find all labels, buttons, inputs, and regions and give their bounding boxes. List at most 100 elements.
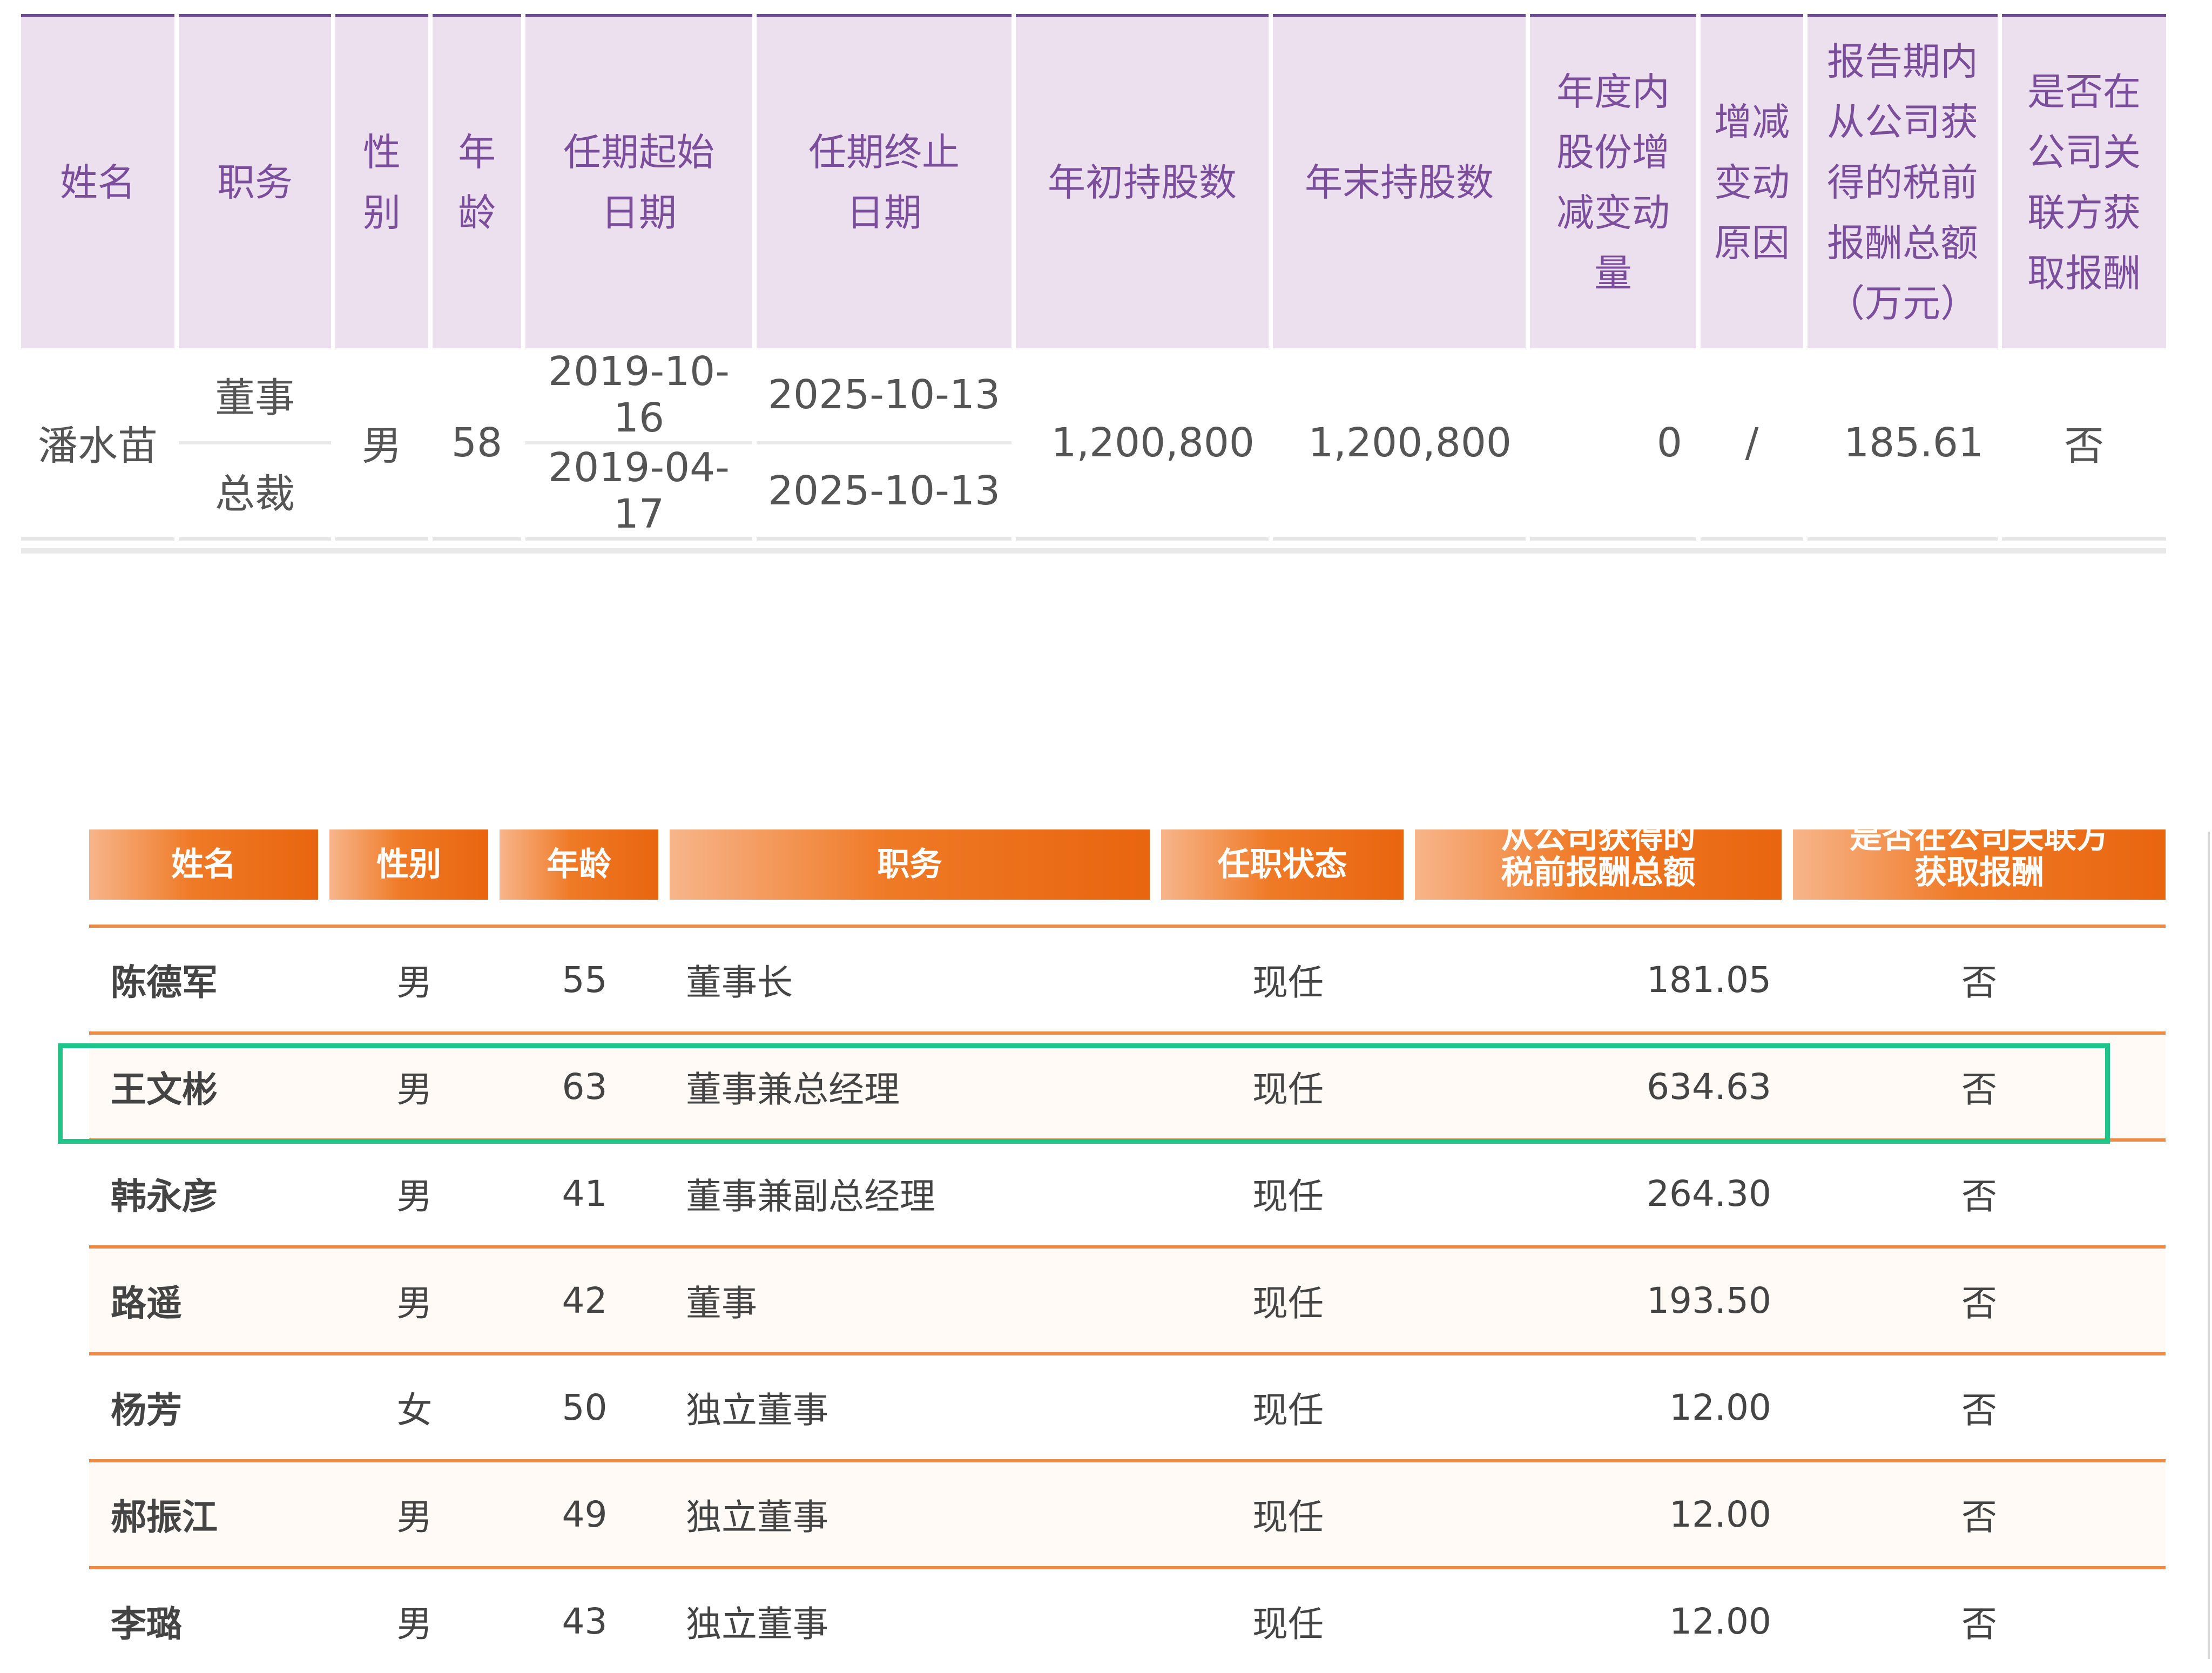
cell-name: 陈德军 xyxy=(89,925,329,1031)
table-row-cut xyxy=(21,538,2166,554)
page-edge-divider xyxy=(2208,832,2210,1659)
cell-age: 41 xyxy=(500,1138,670,1245)
header-gender: 性别 xyxy=(331,14,433,348)
cell-gender: 男 xyxy=(329,1138,500,1245)
cell-related-pay: 否 xyxy=(1793,1031,2166,1138)
cell-position: 董事 xyxy=(670,1245,1161,1352)
cell-name: 郝振江 xyxy=(89,1459,329,1566)
header-shares-end: 年末持股数 xyxy=(1269,14,1530,348)
cell-term-start: 2019-10-16 xyxy=(521,348,757,444)
header-related-line2: 获取报酬 xyxy=(1914,854,2044,892)
cell-position: 董事兼总经理 xyxy=(670,1031,1161,1138)
table-row: 潘水苗 董事 男 58 2019-10-16 2025-10-13 1,200,… xyxy=(21,348,2166,541)
cell-position: 总裁 xyxy=(177,442,335,541)
cell-status: 现任 xyxy=(1161,1138,1415,1245)
cell-related-pay: 否 xyxy=(1793,1245,2166,1352)
cell-pay: 12.00 xyxy=(1415,1566,1793,1673)
cell-age: 43 xyxy=(500,1566,670,1673)
cell-gender: 男 xyxy=(329,1245,500,1352)
table-row: 杨芳 女 50 独立董事 现任 12.00 否 xyxy=(89,1352,2166,1459)
cell-status: 现任 xyxy=(1161,925,1415,1031)
header-shares-begin: 年初持股数 xyxy=(1011,14,1273,348)
cell-gender: 男 xyxy=(329,1566,500,1673)
header-term-end: 任期终止 日期 xyxy=(752,14,1016,348)
cell-age: 63 xyxy=(500,1031,670,1138)
cell-change-reason: / xyxy=(1696,348,1808,541)
cell-pay: 264.30 xyxy=(1415,1138,1793,1245)
table-row: 李璐 男 43 独立董事 现任 12.00 否 xyxy=(89,1566,2166,1673)
cell-gender: 男 xyxy=(329,1031,500,1138)
cell-age: 58 xyxy=(428,348,525,541)
header-age: 年龄 xyxy=(500,829,670,900)
header-gender: 性别 xyxy=(329,829,500,900)
header-name: 姓名 xyxy=(89,829,329,900)
cell-position: 独立董事 xyxy=(670,1352,1161,1459)
cell-gender: 男 xyxy=(329,1459,500,1566)
table-row: 总裁 2019-04-17 2025-10-13 xyxy=(21,442,2166,541)
cell-gender: 女 xyxy=(329,1352,500,1459)
cell-share-change: 0 xyxy=(1526,348,1701,541)
cell-pay: 193.50 xyxy=(1415,1245,1793,1352)
cell-related-pay: 否 xyxy=(1793,925,2166,1031)
header-related-line1: 是否在公司关联方 xyxy=(1850,829,2109,856)
header-pay-line1: 从公司获得的 xyxy=(1501,829,1696,856)
cell-pay: 634.63 xyxy=(1415,1031,1793,1138)
cell-age: 55 xyxy=(500,925,670,1031)
cell-term-end: 2025-10-13 xyxy=(752,348,1016,444)
header-name: 姓名 xyxy=(21,14,179,348)
cell-pay: 185.61 xyxy=(1803,348,2002,541)
cell-shares-end: 1,200,800 xyxy=(1269,348,1530,541)
cell-pay: 12.00 xyxy=(1415,1459,1793,1566)
cell-status: 现任 xyxy=(1161,1031,1415,1138)
cell-name: 李璐 xyxy=(89,1566,329,1673)
header-position: 职务 xyxy=(670,829,1161,900)
header-pay-line2: 税前报酬总额 xyxy=(1501,854,1696,892)
cell-pay: 12.00 xyxy=(1415,1352,1793,1459)
header-change-reason: 增减 变动 原因 xyxy=(1696,14,1808,348)
cell-related-pay: 否 xyxy=(1793,1352,2166,1459)
cell-related-pay: 否 xyxy=(1998,348,2166,541)
cell-age: 49 xyxy=(500,1459,670,1566)
cell-status: 现任 xyxy=(1161,1566,1415,1673)
cell-position: 董事 xyxy=(174,348,335,444)
cell-status: 现任 xyxy=(1161,1352,1415,1459)
cell-position: 独立董事 xyxy=(670,1459,1161,1566)
header-share-change: 年度内 股份增 减变动量 xyxy=(1526,14,1701,348)
cell-pay: 181.05 xyxy=(1415,925,1793,1031)
cell-name: 潘水苗 xyxy=(21,348,179,541)
header-position: 职务 xyxy=(174,14,335,348)
cell-age: 42 xyxy=(500,1245,670,1352)
cell-gender: 男 xyxy=(331,348,433,541)
cell-position: 独立董事 xyxy=(670,1566,1161,1673)
cell-related-pay: 否 xyxy=(1793,1566,2166,1673)
cell-gender: 男 xyxy=(329,925,500,1031)
cell-term-end: 2025-10-13 xyxy=(752,442,1014,541)
cell-name: 韩永彦 xyxy=(89,1138,329,1245)
cell-status: 现任 xyxy=(1161,1459,1415,1566)
header-related-pay: 是否在公司关联方获取报酬 xyxy=(1793,829,2166,900)
table-row: 陈德军 男 55 董事长 现任 181.05 否 xyxy=(89,925,2166,1031)
director-shareholding-table: 姓名 职务 性别 年龄 任期起始 日期 任期终止 日期 年初持股数 年末持股数 年度… xyxy=(21,14,2166,554)
cell-age: 50 xyxy=(500,1352,670,1459)
cell-name: 路遥 xyxy=(89,1245,329,1352)
cell-term-start: 2019-04-17 xyxy=(521,442,757,541)
director-pay-table: 姓名 性别 年龄 职务 任职状态 从公司获得的 税前报酬总额 是否在公司关联方 获取… xyxy=(89,829,2166,1673)
header-term-start: 任期起始 日期 xyxy=(521,14,757,348)
cell-status: 现任 xyxy=(1161,1245,1415,1352)
header-pay: 从公司获得的 税前报酬总额 xyxy=(1415,829,1793,900)
header-pay: 报告期内 从公司获 得的税前 报酬总额 （万元） xyxy=(1803,14,2002,348)
table-row: 王文彬 男 63 董事兼总经理 现任 634.63 否 xyxy=(89,1031,2166,1138)
cell-name: 王文彬 xyxy=(89,1031,329,1138)
cell-related-pay: 否 xyxy=(1793,1138,2166,1245)
header-age: 年龄 xyxy=(428,14,525,348)
cell-position: 董事兼副总经理 xyxy=(670,1138,1161,1245)
cell-name: 杨芳 xyxy=(89,1352,329,1459)
cell-related-pay: 否 xyxy=(1793,1459,2166,1566)
table1-header-row: 姓名 职务 性别 年龄 任期起始 日期 任期终止 日期 年初持股数 年末持股数 年度… xyxy=(21,14,2166,348)
cell-position: 董事长 xyxy=(670,925,1161,1031)
header-related-pay: 是否在公司关联方获取报酬 xyxy=(1998,14,2166,348)
table-row: 路遥 男 42 董事 现任 193.50 否 xyxy=(89,1245,2166,1352)
table-row: 郝振江 男 49 独立董事 现任 12.00 否 xyxy=(89,1459,2166,1566)
table2-header-row: 姓名 性别 年龄 职务 任职状态 从公司获得的 税前报酬总额 是否在公司关联方 获取… xyxy=(89,829,2166,900)
table-row: 韩永彦 男 41 董事兼副总经理 现任 264.30 否 xyxy=(89,1138,2166,1245)
